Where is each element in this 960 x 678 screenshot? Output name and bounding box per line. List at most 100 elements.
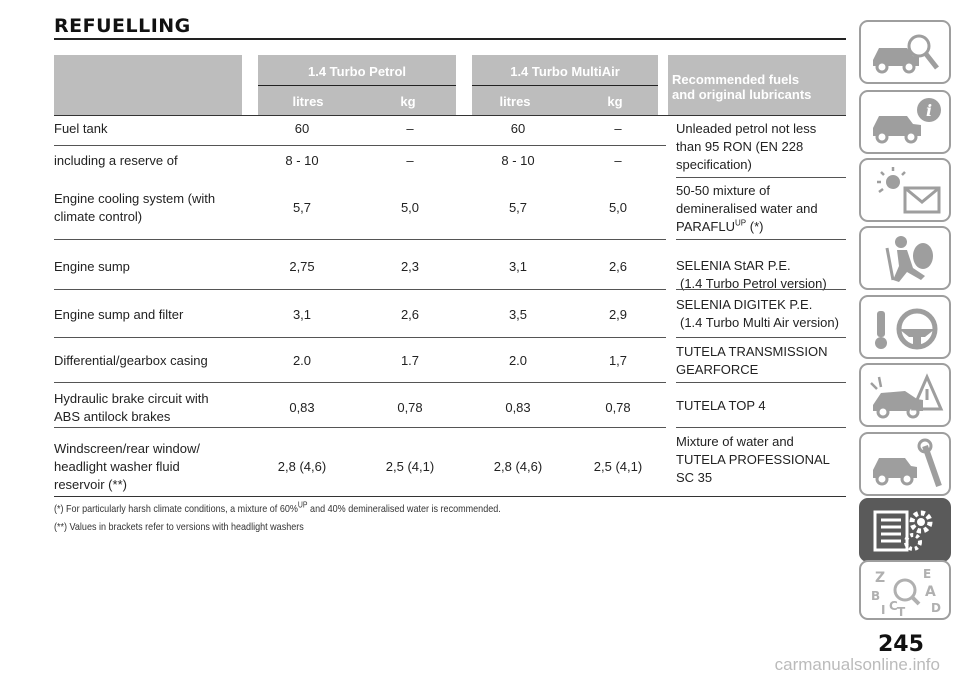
tab-steering-wheel[interactable] [859, 295, 951, 359]
fuel-washer-line: SC 35 [676, 470, 713, 485]
fuel-brake-line: TUTELA TOP 4 [676, 398, 766, 413]
fuel-gearbox-line: TUTELA TRANSMISSION [676, 344, 828, 359]
row-label-line: Engine sump and filter [54, 307, 184, 322]
row-value: 2.0 [508, 353, 528, 368]
row-value: 0,78 [605, 400, 631, 415]
row-value: 5,0 [400, 200, 420, 215]
row-value: – [614, 121, 622, 136]
fuel-washer-line: TUTELA PROFESSIONAL [676, 452, 830, 467]
row-value: – [614, 153, 622, 168]
fuel-sump-multiair-line: (1.4 Turbo Multi Air version) [680, 315, 839, 330]
row-label: Fuel tank [54, 120, 244, 138]
row-value: 2,6 [400, 307, 420, 322]
fuel-petrol-line: than 95 RON (EN 228 [676, 139, 804, 154]
fuel-rule [676, 177, 846, 178]
row-value: – [406, 153, 414, 168]
header-fuels-block [668, 55, 846, 115]
row-value: 1,7 [608, 353, 628, 368]
header-label-block [54, 55, 242, 115]
fuel-rule [676, 239, 846, 240]
row-value: 60 [294, 121, 310, 136]
tab-alphabet-index[interactable]: Z E B A I C T D [859, 560, 951, 620]
row-rule [54, 337, 666, 338]
footnote-2: (**) Values in brackets refer to version… [54, 521, 304, 533]
row-rule [54, 427, 666, 428]
row-value: 3,1 [292, 307, 312, 322]
paraflu-sup: UP [735, 218, 747, 228]
tab-car-accident[interactable] [859, 363, 951, 427]
header-fuels-line1: Recommended fuels [672, 72, 800, 87]
fuel-gearbox: TUTELA TRANSMISSION GEARFORCE [676, 343, 856, 379]
tab-airbag[interactable] [859, 226, 951, 290]
car-accident-icon [870, 373, 944, 419]
row-value: 2,8 (4,6) [277, 459, 327, 474]
svg-text:i: i [926, 101, 932, 120]
header-unit-kg-1: kg [400, 94, 416, 109]
title-rule [54, 38, 846, 40]
car-info-icon: i [873, 98, 941, 144]
paraflu-note: (*) [749, 219, 764, 234]
fuel-petrol-line: specification) [676, 157, 752, 172]
row-rule [54, 239, 666, 240]
page-title: REFUELLING [54, 15, 191, 37]
tab-specs[interactable] [859, 498, 951, 562]
svg-text:Z: Z [875, 570, 885, 586]
fuel-gearbox-line: GEARFORCE [676, 362, 759, 377]
fuel-rule [676, 289, 846, 290]
svg-text:A: A [925, 584, 936, 600]
fuel-coolant: 50-50 mixture of demineralised water and… [676, 182, 856, 236]
fuel-sump-petrol-line: (1.4 Turbo Petrol version) [680, 276, 827, 291]
fuel-rule [676, 427, 846, 428]
row-value: 8 - 10 [501, 153, 535, 168]
row-value: 2,5 (4,1) [593, 459, 643, 474]
fuel-coolant-line: PARAFLUUP (*) [676, 218, 856, 236]
specs-gear-icon [873, 510, 933, 552]
fuel-sump-petrol: SELENIA StAR P.E. (1.4 Turbo Petrol vers… [676, 257, 856, 293]
row-label: including a reserve of [54, 152, 244, 170]
row-value: 0,83 [505, 400, 531, 415]
watermark: carmanualsonline.info [774, 655, 940, 674]
row-label-line: Fuel tank [54, 121, 108, 136]
header-petrol: 1.4 Turbo Petrol [308, 64, 406, 79]
tab-car-search[interactable] [859, 20, 951, 84]
row-value: 8 - 10 [285, 153, 319, 168]
svg-text:B: B [871, 589, 880, 603]
tab-car-info[interactable]: i [859, 90, 951, 154]
row-label-line: including a reserve of [54, 153, 178, 168]
footnote-1: (*) For particularly harsh climate condi… [54, 500, 501, 515]
row-value: 0,83 [289, 400, 315, 415]
fuel-brake: TUTELA TOP 4 [676, 397, 856, 415]
row-label-line: climate control) [54, 209, 143, 224]
row-rule [54, 382, 666, 383]
fuel-washer-line: Mixture of water and [676, 434, 794, 449]
car-search-icon [873, 34, 939, 74]
svg-text:E: E [923, 567, 931, 581]
header-petrol-underline [258, 85, 456, 86]
row-value: 0,78 [397, 400, 423, 415]
header-unit-litres-1: litres [292, 94, 324, 109]
tab-car-wrench[interactable] [859, 432, 951, 496]
car-wrench-icon [873, 438, 942, 487]
paraflu-text: PARAFLU [676, 219, 735, 234]
fuel-coolant-line: demineralised water and [676, 201, 818, 216]
fuel-sump-multiair-line: SELENIA DIGITEK P.E. [676, 297, 813, 312]
row-value: 1.7 [400, 353, 420, 368]
row-label-line: Windscreen/rear window/ [54, 441, 200, 456]
header-unit-litres-2: litres [499, 94, 531, 109]
row-rule [54, 289, 666, 290]
tab-warning-lights[interactable] [859, 158, 951, 222]
fuel-petrol-line: Unleaded petrol not less [676, 121, 817, 136]
footnote-1-sup: UP [297, 500, 308, 510]
row-value: 5,7 [292, 200, 312, 215]
header-multiair-underline [472, 85, 658, 86]
row-label-line: Hydraulic brake circuit with [54, 391, 209, 406]
table-bottom-rule [54, 496, 846, 497]
svg-text:C: C [889, 599, 898, 613]
row-label: Engine sump [54, 258, 244, 276]
steering-wheel-icon [875, 308, 938, 350]
header-multiair: 1.4 Turbo MultiAir [510, 64, 620, 79]
svg-text:D: D [931, 601, 941, 615]
header-bottom-rule [54, 115, 846, 116]
row-label-line: Differential/gearbox casing [54, 353, 208, 368]
page-number: 245 [878, 632, 924, 657]
